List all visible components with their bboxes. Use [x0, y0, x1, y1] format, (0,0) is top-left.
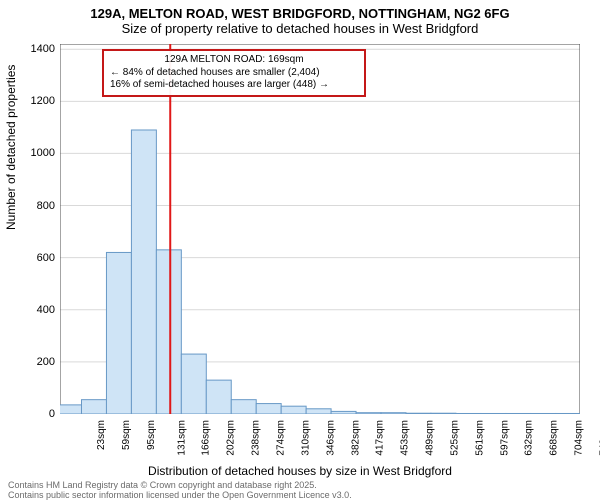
- histogram-bar: [131, 130, 156, 414]
- histogram-bar: [506, 413, 531, 414]
- x-tick-label: 668sqm: [549, 420, 560, 456]
- x-tick-label: 59sqm: [121, 420, 132, 450]
- chart-container: 129A, MELTON ROAD, WEST BRIDGFORD, NOTTI…: [0, 0, 600, 500]
- x-tick-label: 202sqm: [226, 420, 237, 456]
- x-tick-label: 525sqm: [450, 420, 461, 456]
- y-tick-label: 400: [37, 304, 55, 316]
- x-tick-label: 95sqm: [146, 420, 157, 450]
- histogram-bar: [456, 413, 481, 414]
- histogram-bar: [181, 354, 206, 414]
- x-tick-label: 704sqm: [574, 420, 585, 456]
- histogram-bar: [306, 409, 331, 414]
- x-tick-label: 166sqm: [201, 420, 212, 456]
- histogram-bar: [281, 406, 306, 414]
- y-tick-label: 600: [37, 252, 55, 264]
- histogram-bar: [531, 413, 556, 414]
- x-tick-label: 489sqm: [425, 420, 436, 456]
- histogram-bar: [206, 380, 231, 414]
- attribution-2: Contains public sector information licen…: [8, 490, 352, 500]
- x-tick-label: 597sqm: [500, 420, 511, 456]
- chart-title-sub: Size of property relative to detached ho…: [0, 21, 600, 40]
- x-tick-label: 238sqm: [251, 420, 262, 456]
- attribution-1: Contains HM Land Registry data © Crown c…: [8, 480, 317, 490]
- histogram-bar: [556, 413, 580, 414]
- histogram-bar: [406, 413, 431, 414]
- x-tick-label: 632sqm: [524, 420, 535, 456]
- y-tick-label: 1400: [31, 43, 55, 55]
- x-tick-label: 382sqm: [350, 420, 361, 456]
- y-tick-label: 1200: [31, 95, 55, 107]
- y-tick-label: 1000: [31, 147, 55, 159]
- y-tick-label: 200: [37, 356, 55, 368]
- x-tick-label: 346sqm: [326, 420, 337, 456]
- x-tick-label: 23sqm: [96, 420, 107, 450]
- x-tick-label: 274sqm: [276, 420, 287, 456]
- x-tick-label: 453sqm: [400, 420, 411, 456]
- y-tick-label: 800: [37, 200, 55, 212]
- annotation-larger: 16% of semi-detached houses are larger (…: [110, 79, 358, 92]
- histogram-bar: [156, 250, 181, 414]
- x-tick-label: 417sqm: [375, 420, 386, 456]
- x-tick-label: 561sqm: [475, 420, 486, 456]
- histogram-bar: [106, 252, 131, 414]
- histogram-bar: [381, 413, 406, 414]
- histogram-bar: [60, 405, 81, 414]
- x-tick-label: 310sqm: [301, 420, 312, 456]
- chart-title-main: 129A, MELTON ROAD, WEST BRIDGFORD, NOTTI…: [0, 0, 600, 21]
- histogram-bar: [481, 413, 506, 414]
- x-axis-label: Distribution of detached houses by size …: [0, 464, 600, 478]
- annotation-callout: 129A MELTON ROAD: 169sqm ← 84% of detach…: [102, 49, 366, 97]
- annotation-title: 129A MELTON ROAD: 169sqm: [110, 54, 358, 67]
- histogram-bar: [331, 411, 356, 414]
- histogram-bar: [256, 404, 281, 414]
- y-axis-label: Number of detached properties: [4, 65, 18, 230]
- histogram-plot: [60, 44, 580, 414]
- annotation-smaller: ← 84% of detached houses are smaller (2,…: [110, 67, 358, 80]
- histogram-bar: [356, 413, 381, 414]
- histogram-bar: [431, 413, 456, 414]
- histogram-bar: [81, 400, 106, 414]
- y-tick-label: 0: [49, 408, 55, 420]
- histogram-bar: [231, 400, 256, 414]
- x-tick-label: 131sqm: [176, 420, 187, 456]
